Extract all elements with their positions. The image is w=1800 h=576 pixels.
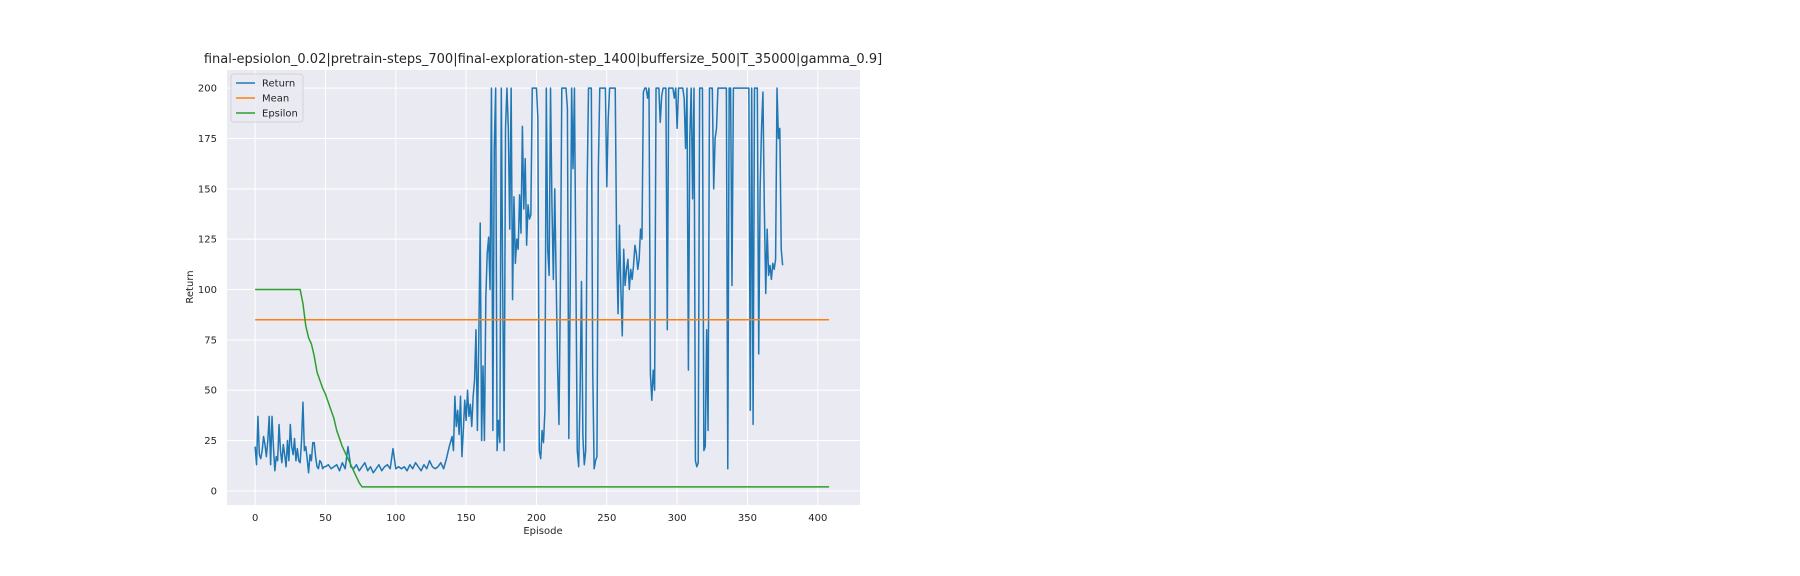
y-tick-label: 0 xyxy=(211,486,217,497)
legend-label-epsilon: Epsilon xyxy=(262,109,298,120)
series-line-return xyxy=(254,87,784,474)
x-axis-label: Episode xyxy=(523,526,562,537)
series-line-epsilon xyxy=(255,288,830,488)
legend-frame xyxy=(230,73,304,123)
x-tick-label: 150 xyxy=(457,513,476,524)
y-tick-label: 50 xyxy=(204,386,217,397)
x-tick-label: 200 xyxy=(527,513,546,524)
chart-title: final-epsiolon_0.02|pretrain-steps_700|f… xyxy=(204,52,882,67)
y-tick-label: 150 xyxy=(198,184,217,195)
y-tick-label: 100 xyxy=(198,285,217,296)
legend-label-return: Return xyxy=(262,79,295,90)
y-tick-label: 175 xyxy=(198,134,217,145)
x-tick-label: 50 xyxy=(319,513,332,524)
y-tick-label: 125 xyxy=(198,235,217,246)
y-tick-label: 75 xyxy=(204,335,217,346)
x-tick-label: 300 xyxy=(668,513,687,524)
legend-label-mean: Mean xyxy=(262,94,289,105)
x-tick-label: 400 xyxy=(808,513,827,524)
x-axis-ticks: 0 50 100 150 200 250 300 350 400 xyxy=(252,513,827,524)
x-tick-label: 250 xyxy=(597,513,616,524)
y-tick-label: 200 xyxy=(198,84,217,95)
y-axis-ticks: 0 25 50 75 100 125 150 175 200 xyxy=(198,84,217,498)
y-axis-label: Return xyxy=(185,270,196,303)
x-tick-label: 350 xyxy=(738,513,757,524)
legend: Return Mean Epsilon xyxy=(230,73,304,123)
series-layer xyxy=(254,87,830,488)
y-tick-label: 25 xyxy=(204,436,217,447)
x-tick-label: 0 xyxy=(252,513,258,524)
x-tick-label: 100 xyxy=(386,513,405,524)
